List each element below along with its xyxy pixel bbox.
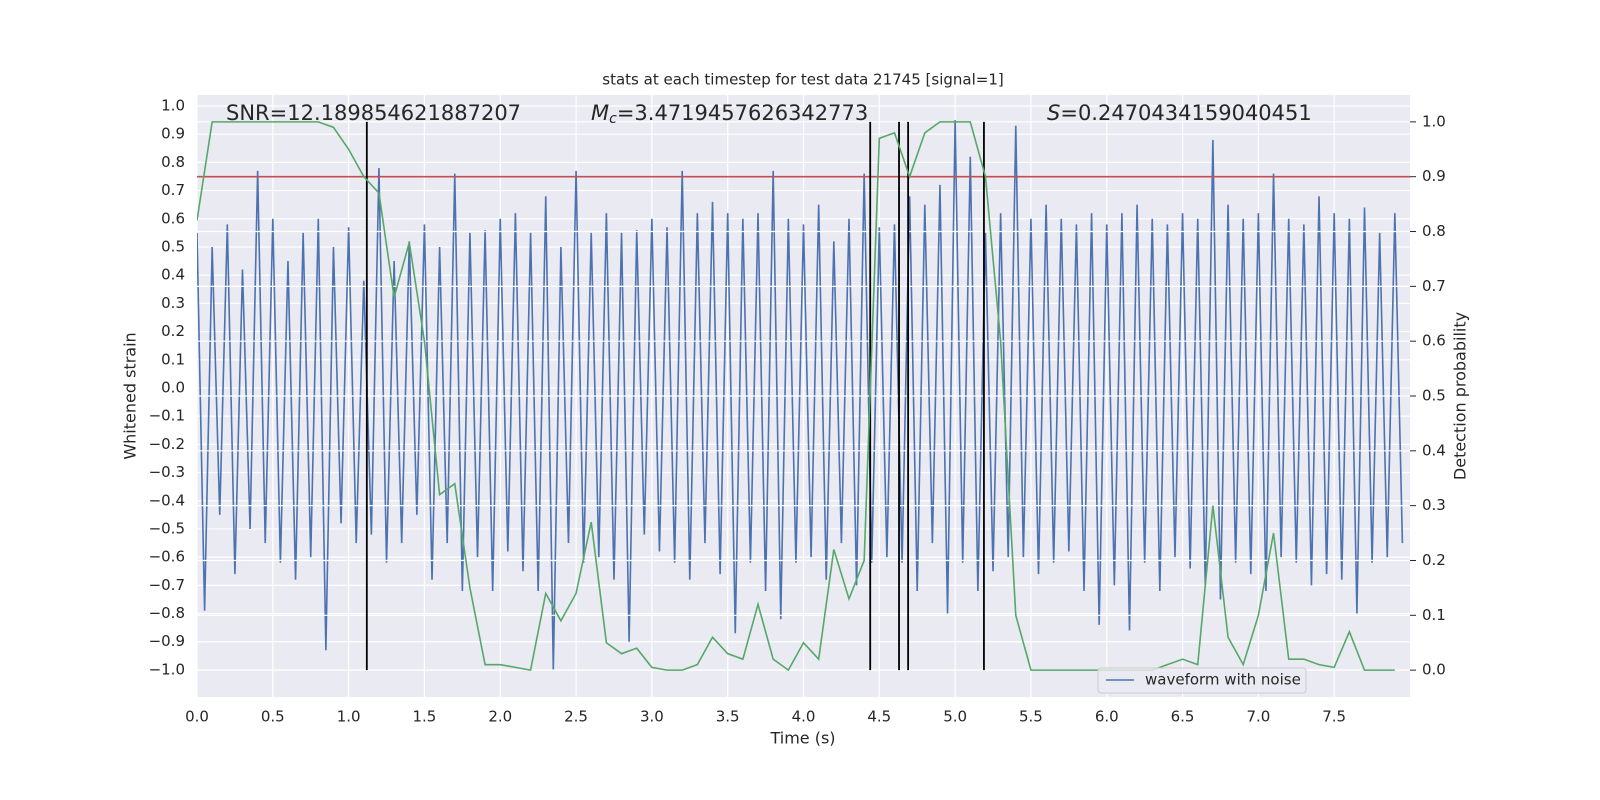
x-tick-label: 3.0 [640,708,664,726]
y2-axis-label: Detection probability [1451,312,1470,480]
y-tick-label: 0.2 [161,322,185,340]
y2-tick-label: 0.1 [1422,606,1446,624]
annotation-text: SNR=12.189854621887207 [226,101,521,125]
x-tick-label: 4.5 [867,708,891,726]
y-tick-label: −0.2 [149,435,185,453]
annotation-text: =0.2470434159040451 [1060,101,1311,125]
y-tick-label: 0.8 [161,153,185,171]
y2-tick-label: 0.3 [1422,496,1446,514]
y-tick-label: 0.5 [161,237,185,255]
y2-tick-label: 1.0 [1422,112,1446,130]
x-tick-label: 2.0 [488,708,512,726]
y-tick-label: 1.0 [161,96,185,114]
y2-tick-label: 0.4 [1422,441,1446,459]
y2-tick-label: 0.2 [1422,551,1446,569]
y-tick-label: 0.7 [161,181,185,199]
x-tick-label: 0.0 [185,708,209,726]
annotation-text: =3.4719457626342773 [617,101,868,125]
data-line [197,120,1404,670]
annotation: S=0.2470434159040451 [1047,101,1312,125]
x-tick-label: 5.5 [1019,708,1043,726]
x-tick-label: 1.5 [413,708,437,726]
x-tick-label: 1.0 [337,708,361,726]
chart-title: stats at each timestep for test data 217… [602,71,1003,89]
y2-tick-label: 0.7 [1422,277,1446,295]
y-axis-label: Whitened strain [121,332,140,459]
x-tick-label: 3.5 [716,708,740,726]
y-tick-label: −0.3 [149,463,185,481]
y-tick-label: −0.8 [149,604,185,622]
y-tick-label: 0.6 [161,209,185,227]
x-axis-label: Time (s) [769,729,835,748]
x-tick-label: 0.5 [261,708,285,726]
y-tick-label: −1.0 [149,660,185,678]
annotation-symbol: M [591,101,609,125]
annotation-subscript: c [609,111,617,127]
x-tick-label: 6.0 [1095,708,1119,726]
x-tick-label: 7.0 [1246,708,1270,726]
y-tick-label: −0.9 [149,632,185,650]
y-tick-label: 0.4 [161,266,185,284]
data-line [197,121,1395,672]
y2-tick-label: 0.6 [1422,332,1446,350]
annotation-symbol: S [1047,101,1060,125]
y-tick-label: −0.7 [149,576,185,594]
y-tick-label: −0.5 [149,519,185,537]
y-tick-label: 0.1 [161,350,185,368]
x-tick-label: 4.0 [792,708,816,726]
legend-box [1097,667,1307,694]
y-tick-label: 0.9 [161,125,185,143]
y2-tick-label: 0.5 [1422,387,1446,405]
annotation: Mc=3.4719457626342773 [591,101,868,127]
annotation: SNR=12.189854621887207 [226,101,521,125]
legend-label: waveform with noise [1145,671,1301,689]
x-tick-label: 7.5 [1322,708,1346,726]
y-tick-label: 0.0 [161,378,185,396]
y-tick-label: −0.6 [149,548,185,566]
y-tick-label: 0.3 [161,294,185,312]
y2-tick-label: 0.8 [1422,222,1446,240]
y-tick-label: −0.1 [149,407,185,425]
x-tick-label: 2.5 [564,708,588,726]
y2-tick-label: 0.9 [1422,167,1446,185]
y2-tick-label: 0.0 [1422,661,1446,679]
x-tick-label: 6.5 [1171,708,1195,726]
x-tick-label: 5.0 [943,708,967,726]
y-tick-label: −0.4 [149,491,185,509]
